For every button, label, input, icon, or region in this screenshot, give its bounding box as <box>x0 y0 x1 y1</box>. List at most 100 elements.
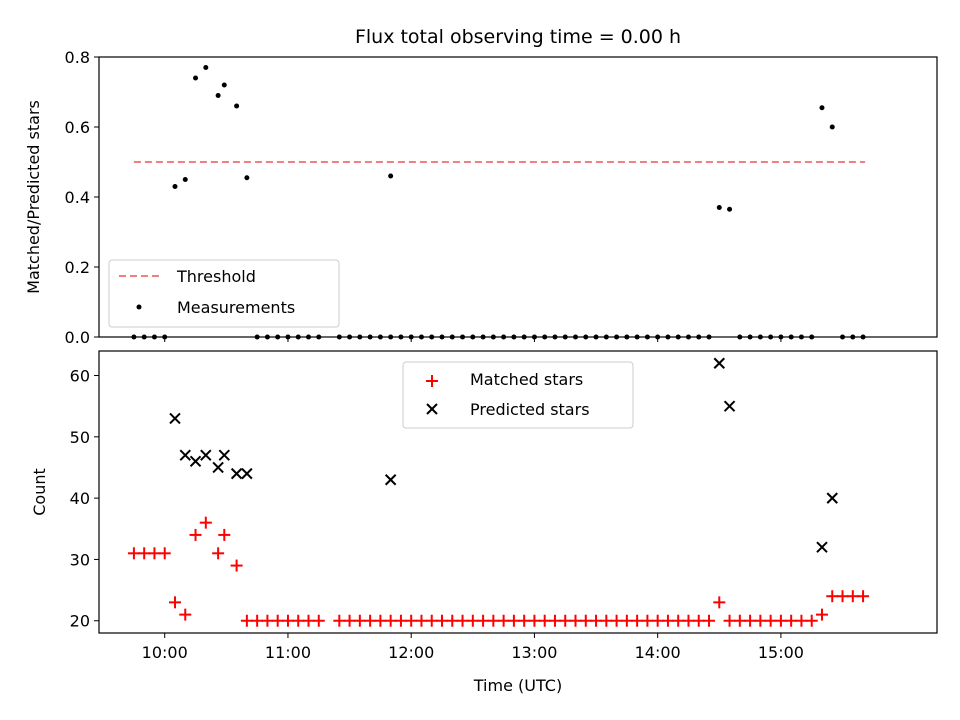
matched-star-point <box>333 614 346 627</box>
matched-star-point <box>497 614 510 627</box>
matched-star-point <box>590 614 603 627</box>
matched-star-point <box>548 614 561 627</box>
ratio-y-axis-label: Matched/Predicted stars <box>24 100 43 294</box>
matched-star-point <box>487 614 500 627</box>
matched-star-point <box>148 547 161 560</box>
predicted-legend-label: Predicted stars <box>470 400 590 419</box>
matched-star-point <box>672 614 685 627</box>
matched-legend-label: Matched stars <box>470 370 583 389</box>
predicted-star-point <box>241 467 253 480</box>
matched-star-point <box>446 614 459 627</box>
matched-star-point <box>436 614 449 627</box>
matched-star-point <box>764 614 777 627</box>
matched-star-point <box>836 590 849 603</box>
x-tick-label: 11:00 <box>265 643 311 662</box>
measurement-point <box>234 103 240 109</box>
matched-star-point <box>774 614 787 627</box>
y-tick-label: 60 <box>70 367 90 386</box>
matched-star-point <box>610 614 623 627</box>
matched-star-point <box>281 614 294 627</box>
measurement-point <box>829 124 835 130</box>
matched-star-point <box>620 614 633 627</box>
matched-star-point <box>251 614 264 627</box>
matched-star-point <box>230 559 243 572</box>
matched-star-point <box>312 614 325 627</box>
count-y-axis-label: Count <box>30 468 49 516</box>
matched-star-point <box>857 590 870 603</box>
matched-star-point <box>189 528 202 541</box>
matched-star-point <box>127 547 140 560</box>
y-tick-label: 0.6 <box>65 118 90 137</box>
matched-star-point <box>682 614 695 627</box>
y-tick-label: 0.4 <box>65 188 90 207</box>
matched-star-point <box>212 547 225 560</box>
matched-star-point <box>168 596 181 609</box>
matched-star-point <box>785 614 798 627</box>
matched-star-point <box>158 547 171 560</box>
measurement-point <box>182 177 188 182</box>
chart-title: Flux total observing time = 0.00 h <box>355 26 681 48</box>
count-plot-frame <box>98 350 938 634</box>
matched-star-point <box>425 614 438 627</box>
predicted-star-point <box>816 541 828 553</box>
matched-star-point <box>384 614 397 627</box>
measurement-point <box>388 173 394 179</box>
matched-star-point <box>795 614 808 627</box>
count-legend-box <box>402 361 634 429</box>
matched-legend-swatch <box>426 375 438 387</box>
predicted-legend-swatch <box>426 403 438 415</box>
predicted-star-point <box>169 412 181 425</box>
threshold-legend-label: Threshold <box>176 267 256 286</box>
y-tick-label: 0.2 <box>65 258 90 277</box>
ratio-plot-area: 0.0 0.2 0.4 0.6 0.8 <box>65 48 866 347</box>
predicted-star-point <box>230 467 243 480</box>
x-tick-label: 13:00 <box>511 643 557 662</box>
matched-star-point <box>353 614 366 627</box>
matched-star-point <box>199 516 212 529</box>
y-tick-label: 20 <box>70 612 90 631</box>
matched-star-point <box>559 614 572 627</box>
predicted-star-point <box>189 455 202 468</box>
matched-star-point <box>703 614 716 627</box>
predicted-star-point <box>200 449 212 461</box>
matched-star-point <box>138 547 151 560</box>
matched-star-point <box>528 614 541 627</box>
y-tick-label: 50 <box>70 428 90 447</box>
matched-star-point <box>744 614 757 627</box>
measurements-legend-swatch <box>136 304 142 310</box>
matched-star-point <box>723 614 736 627</box>
matched-star-point <box>846 590 859 603</box>
matched-star-point <box>641 614 654 627</box>
count-plot-area: 20 30 40 50 60 10:00 11:00 12:00 13:00 14:00 15:00 <box>70 357 870 662</box>
measurement-point <box>221 82 227 88</box>
measurement-point <box>193 75 199 81</box>
x-tick-label: 15:00 <box>758 643 804 662</box>
matched-star-point <box>261 614 274 627</box>
y-tick-label: 40 <box>70 489 90 508</box>
y-tick-label: 0.8 <box>65 48 90 67</box>
matched-star-point <box>364 614 377 627</box>
matched-star-point <box>569 614 582 627</box>
predicted-star-point <box>212 461 224 474</box>
matched-star-point <box>600 614 613 627</box>
predicted-star-point <box>384 474 397 486</box>
ratio-legend: Threshold Measurements <box>108 259 340 328</box>
matched-star-point <box>713 596 726 609</box>
matched-star-point <box>805 614 818 627</box>
predicted-star-point <box>218 449 230 461</box>
measurement-point <box>215 93 221 98</box>
measurement-point <box>727 206 733 212</box>
measurement-point <box>244 175 250 181</box>
matched-star-point <box>733 614 746 627</box>
matched-star-point <box>518 614 531 627</box>
matched-star-point <box>374 614 387 627</box>
matched-star-point <box>754 614 767 627</box>
matched-star-point <box>631 614 644 627</box>
matched-star-point <box>302 614 315 627</box>
measurement-point <box>203 65 209 70</box>
matched-star-point <box>538 614 551 627</box>
matched-star-point <box>405 614 418 627</box>
matched-star-point <box>456 614 469 627</box>
